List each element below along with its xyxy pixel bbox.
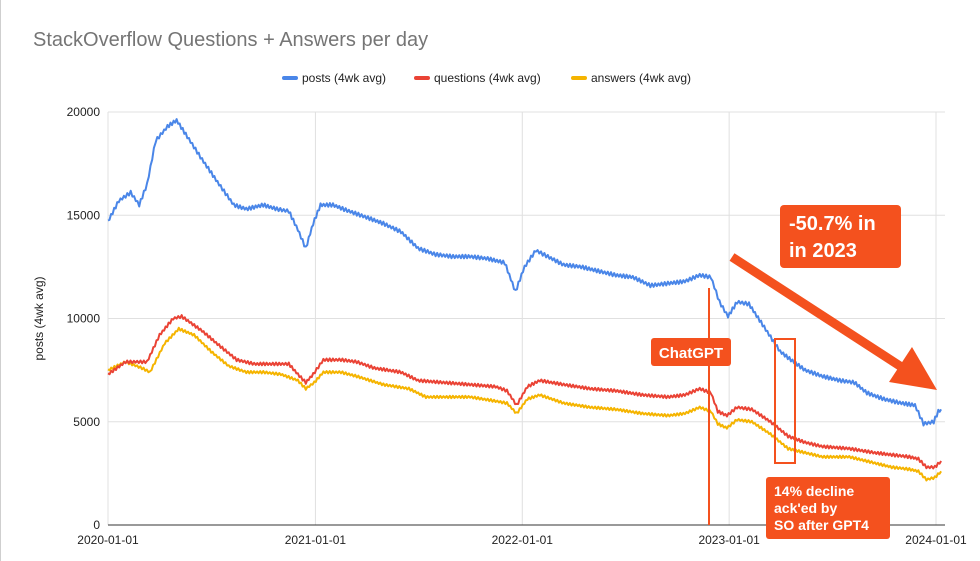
grid <box>107 111 945 525</box>
y-tick-label: 5000 <box>73 415 100 429</box>
chart-title: StackOverflow Questions + Answers per da… <box>33 29 429 51</box>
gpt4-label-box <box>766 477 890 539</box>
chatgpt-label: ChatGPT <box>659 345 723 362</box>
x-tick-label: 2022-01-01 <box>492 533 554 547</box>
y-tick-label: 10000 <box>67 312 101 326</box>
legend-posts: posts (4wk avg) <box>282 71 386 85</box>
legend: posts (4wk avg) questions (4wk avg) answer… <box>282 71 691 85</box>
legend-label: questions (4wk avg) <box>434 71 541 85</box>
y-axis-title: posts (4wk avg) <box>32 276 46 360</box>
chatgpt-label-box <box>651 338 731 366</box>
legend-answers: answers (4wk avg) <box>571 71 691 85</box>
x-tick-label: 2024-01-01 <box>905 533 967 547</box>
y-tick-label: 20000 <box>67 105 101 119</box>
decline-arrow-shaft <box>729 253 903 370</box>
questions-series-line <box>107 314 942 470</box>
x-tick-label: 2021-01-01 <box>285 533 347 547</box>
legend-label: answers (4wk avg) <box>591 71 691 85</box>
annotations: ChatGPT -50.7% in in 2023 14% declineack'ed… <box>651 205 937 539</box>
posts-series-line <box>107 118 942 427</box>
decline-label-box <box>780 205 901 268</box>
legend-swatch <box>414 76 430 80</box>
legend-swatch <box>282 76 298 80</box>
answers-series-line <box>107 326 942 482</box>
y-tick-label: 0 <box>93 518 100 532</box>
decline-label-line1: -50.7% in <box>789 213 876 235</box>
legend-swatch <box>571 76 587 80</box>
decline-label-line2: in 2023 <box>789 240 857 262</box>
legend-questions: questions (4wk avg) <box>414 71 541 85</box>
axes: 0 5000 10000 15000 20000 2020-01-01 2021-01-01… <box>32 105 967 547</box>
frame-border <box>0 0 1 561</box>
gpt4-highlight-box <box>774 338 796 464</box>
gpt4-label-line3: SO after GPT4 <box>774 517 869 533</box>
legend-label: posts (4wk avg) <box>302 71 386 85</box>
x-tick-label: 2020-01-01 <box>77 533 139 547</box>
x-tick-label: 2023-01-01 <box>698 533 760 547</box>
gpt4-label-line1: 14% decline <box>774 483 854 499</box>
gpt4-label-line2: ack'ed by <box>774 500 837 516</box>
y-tick-label: 15000 <box>67 208 101 222</box>
decline-arrow-head <box>889 347 937 390</box>
series-lines <box>107 118 942 482</box>
